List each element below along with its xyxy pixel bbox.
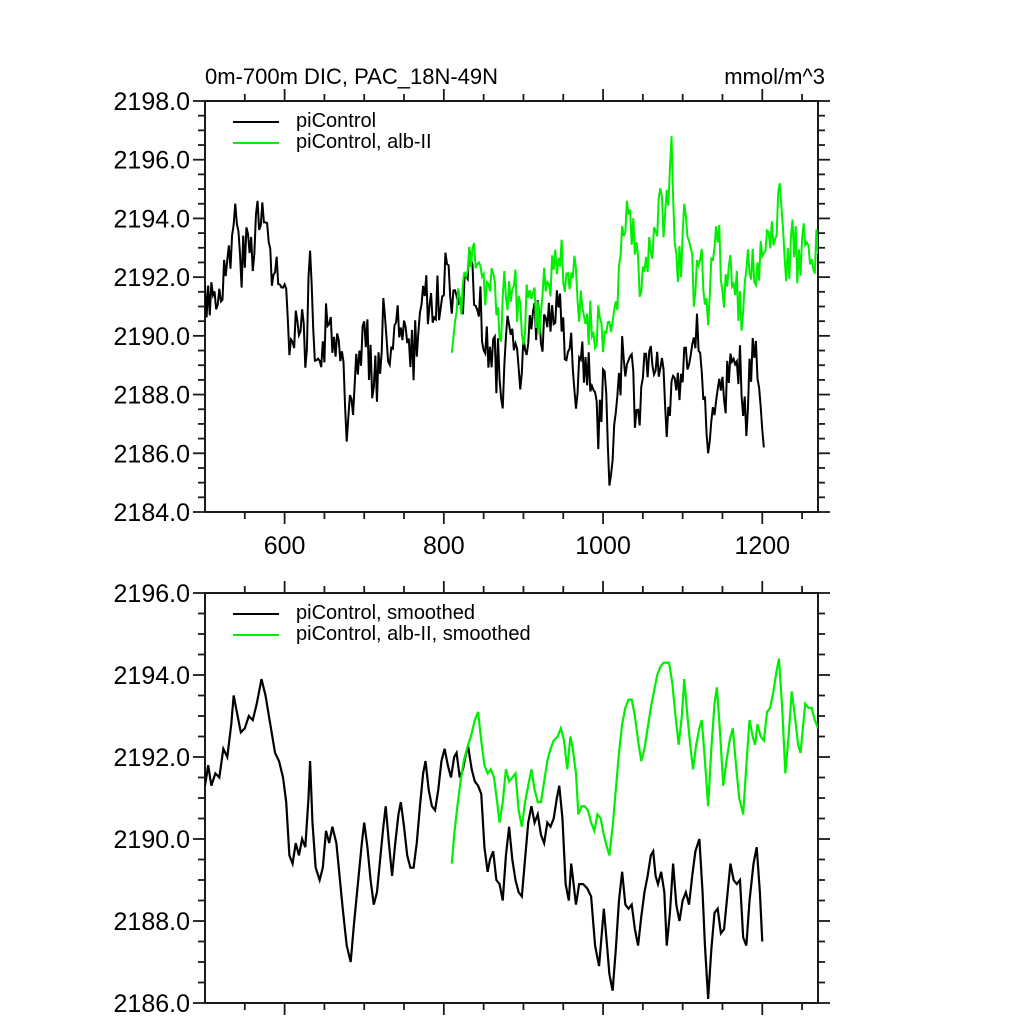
plot1-legend: piControl piControl, alb-II	[233, 111, 432, 153]
x-tick-label: 1200	[734, 532, 790, 560]
legend-item: piControl, smoothed	[233, 603, 531, 624]
y-tick-label: 2192.0	[114, 744, 190, 772]
series-line-picontrol-alb-ii-smoothed	[450, 658, 818, 864]
legend-label: piControl, smoothed	[296, 602, 475, 624]
legend-label: piControl	[296, 110, 377, 132]
legend-line-sample-picontrol-alb2	[233, 141, 279, 144]
y-tick-label: 2186.0	[114, 440, 190, 468]
legend-item: piControl	[233, 111, 432, 132]
y-tick-label: 2188.0	[114, 382, 190, 410]
legend-label: piControl, alb-II, smoothed	[296, 623, 531, 645]
y-tick-label: 2184.0	[114, 499, 190, 527]
y-tick-label: 2194.0	[114, 205, 190, 233]
y-tick-label: 2190.0	[114, 323, 190, 351]
plot1-frame	[204, 100, 819, 513]
plot2-frame	[204, 592, 819, 1004]
y-tick-label: 2192.0	[114, 264, 190, 292]
y-tick-label: 2198.0	[114, 88, 190, 116]
series-line-picontrol	[205, 200, 765, 486]
x-tick-label: 1000	[575, 532, 631, 560]
legend-line-sample-picontrol-smoothed	[233, 612, 279, 615]
legend-item: piControl, alb-II	[233, 132, 432, 153]
y-tick-label: 2190.0	[114, 826, 190, 854]
legend-label: piControl, alb-II	[296, 131, 432, 153]
plot1-title: 0m-700m DIC, PAC_18N-49N	[205, 64, 499, 89]
y-tick-label: 2196.0	[114, 147, 190, 175]
series-line-picontrol-smoothed	[205, 678, 764, 999]
y-tick-label: 2194.0	[114, 662, 190, 690]
y-tick-label: 2186.0	[114, 990, 190, 1018]
plot1-units-label: mmol/m^3	[724, 64, 825, 89]
y-tick-label: 2196.0	[114, 580, 190, 608]
x-tick-label: 800	[423, 532, 465, 560]
legend-line-sample-picontrol	[233, 120, 279, 123]
plot2-legend: piControl, smoothed piControl, alb-II, s…	[233, 603, 531, 645]
series-line-picontrol-alb-ii	[450, 136, 818, 353]
y-tick-label: 2188.0	[114, 908, 190, 936]
legend-line-sample-picontrol-alb2-smoothed	[233, 633, 279, 636]
legend-item: piControl, alb-II, smoothed	[233, 624, 531, 645]
x-tick-label: 600	[264, 532, 306, 560]
